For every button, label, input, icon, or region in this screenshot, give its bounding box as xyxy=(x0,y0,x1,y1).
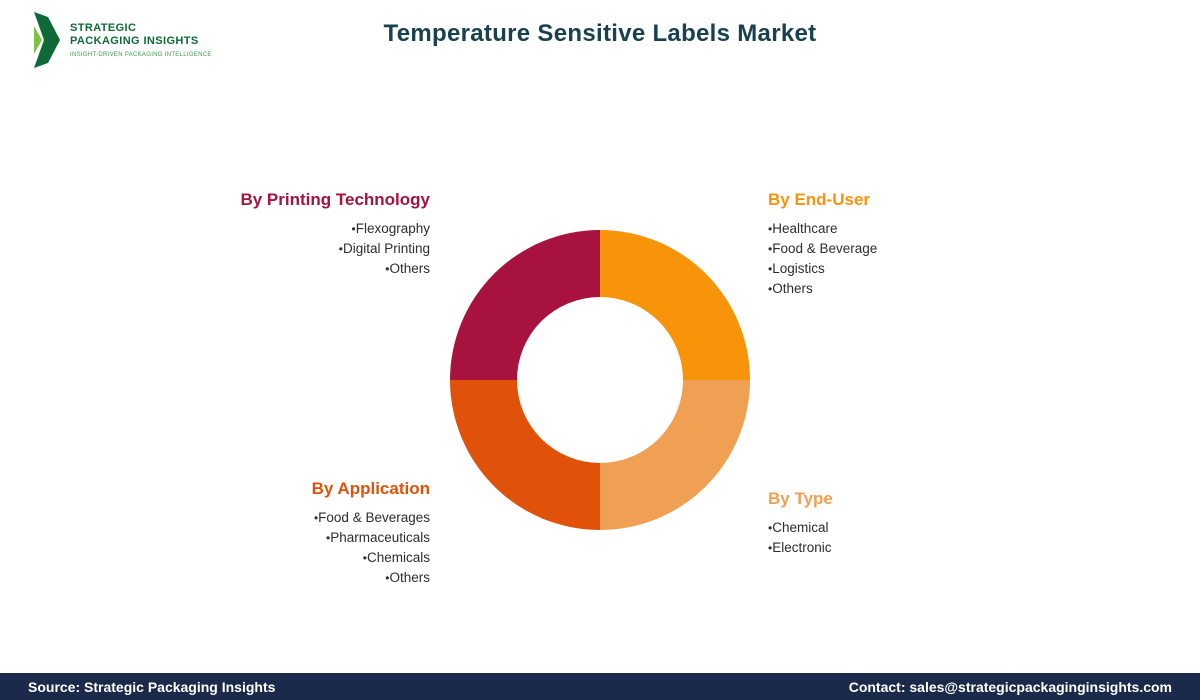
segment-item: Others xyxy=(768,279,1048,299)
donut-hole xyxy=(517,297,683,463)
donut-chart xyxy=(450,230,750,530)
segment-item: Others xyxy=(150,568,430,588)
segment-item: Others xyxy=(150,259,430,279)
segment-group-printing-technology: By Printing Technology Flexography Digit… xyxy=(150,190,430,279)
logo-text: STRATEGIC PACKAGING INSIGHTS INSIGHT-DRI… xyxy=(70,22,212,58)
segment-group-application: By Application Food & Beverages Pharmace… xyxy=(150,479,430,588)
segment-item: Food & Beverages xyxy=(150,508,430,528)
segment-item: Logistics xyxy=(768,259,1048,279)
segment-item: Healthcare xyxy=(768,219,1048,239)
segment-item: Food & Beverage xyxy=(768,239,1048,259)
segment-group-end-user: By End-User Healthcare Food & Beverage L… xyxy=(768,190,1048,299)
logo-line1: STRATEGIC xyxy=(70,22,137,34)
segment-item: Electronic xyxy=(768,538,1048,558)
segment-item: Digital Printing xyxy=(150,239,430,259)
footer-source: Source: Strategic Packaging Insights xyxy=(28,678,276,695)
segment-title-printing-technology: By Printing Technology xyxy=(240,190,430,209)
logo-line2: PACKAGING INSIGHTS xyxy=(70,35,199,47)
segment-group-type: By Type Chemical Electronic xyxy=(768,489,1048,558)
logo-tagline: INSIGHT-DRIVEN PACKAGING INTELLIGENCE xyxy=(70,52,212,58)
logo-arrow-icon xyxy=(34,12,60,68)
footer-contact: Contact: sales@strategicpackaginginsight… xyxy=(848,678,1172,695)
segment-item: Chemicals xyxy=(150,548,430,568)
segment-item: Chemical xyxy=(768,518,1048,538)
segment-title-end-user: By End-User xyxy=(768,190,871,209)
segment-item: Flexography xyxy=(150,219,430,239)
page-title: Temperature Sensitive Labels Market xyxy=(383,20,817,47)
segment-title-type: By Type xyxy=(768,489,833,508)
segment-item: Pharmaceuticals xyxy=(150,528,430,548)
segment-title-application: By Application xyxy=(311,479,430,498)
logo: STRATEGIC PACKAGING INSIGHTS INSIGHT-DRI… xyxy=(32,12,212,68)
footer-bar: Source: Strategic Packaging Insights Con… xyxy=(0,673,1200,700)
